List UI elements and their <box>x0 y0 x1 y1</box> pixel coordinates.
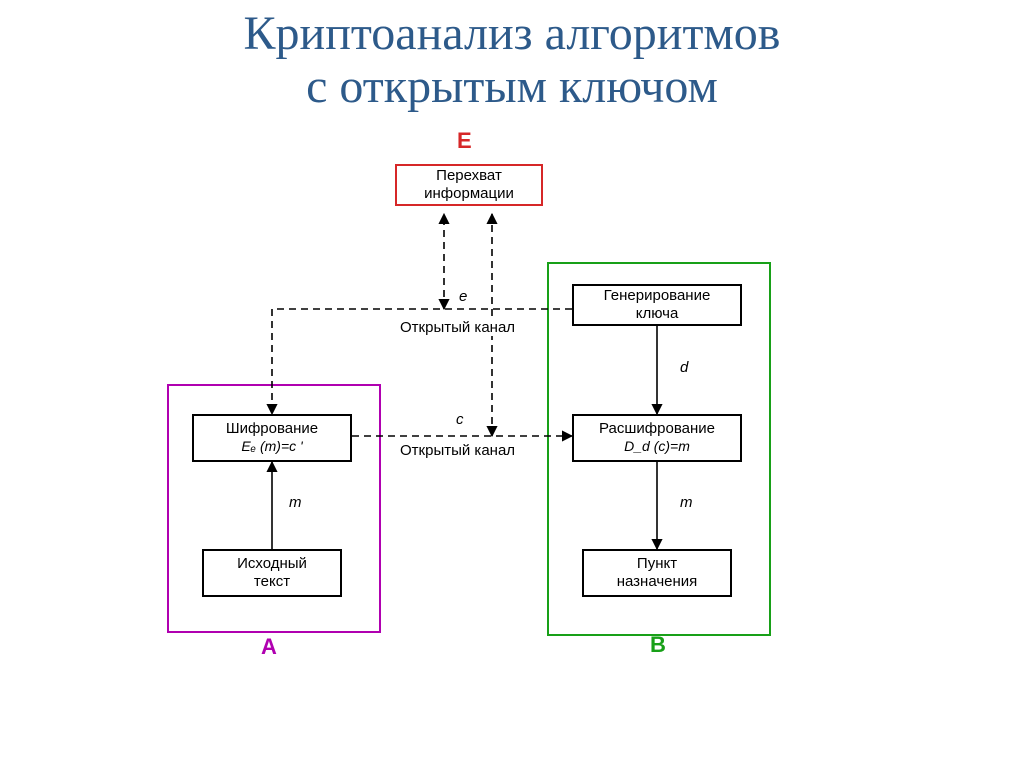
connector-layer <box>0 114 1024 734</box>
keygen-line1: Генерирование <box>604 287 711 305</box>
group-b-label: B <box>650 632 666 658</box>
decrypt-formula: D_d (c)=m <box>624 438 690 455</box>
label-d: d <box>678 359 690 376</box>
destination-line1: Пункт <box>637 555 677 573</box>
decrypt-box: Расшифрование D_d (c)=m <box>572 414 742 462</box>
plaintext-line2: текст <box>254 573 290 591</box>
keygen-box: Генерирование ключа <box>572 284 742 326</box>
group-e-label: E <box>457 128 472 154</box>
encrypt-formula: Eₑ (m)=c ' <box>241 438 302 455</box>
label-m-left: m <box>287 494 304 511</box>
intercept-line2: информации <box>424 185 514 203</box>
group-a-label: A <box>261 634 277 660</box>
label-e: e <box>457 288 469 305</box>
plaintext-line1: Исходный <box>237 555 307 573</box>
title-line2: с открытым ключом <box>306 60 718 113</box>
label-c: c <box>454 411 466 428</box>
page-title: Криптоанализ алгоритмов с открытым ключо… <box>0 0 1024 114</box>
decrypt-line1: Расшифрование <box>599 420 715 438</box>
keygen-line2: ключа <box>636 305 679 323</box>
intercept-box: Перехват информации <box>395 164 543 206</box>
plaintext-box: Исходный текст <box>202 549 342 597</box>
label-m-right: m <box>678 494 695 511</box>
label-open2: Открытый канал <box>398 442 517 459</box>
encrypt-line1: Шифрование <box>226 420 318 438</box>
encrypt-box: Шифрование Eₑ (m)=c ' <box>192 414 352 462</box>
destination-line2: назначения <box>617 573 698 591</box>
destination-box: Пункт назначения <box>582 549 732 597</box>
cryptanalysis-diagram: E A B Перехват информации Генерирование … <box>0 114 1024 734</box>
label-open1: Открытый канал <box>398 319 517 336</box>
intercept-line1: Перехват <box>436 167 502 185</box>
title-line1: Криптоанализ алгоритмов <box>244 7 781 60</box>
